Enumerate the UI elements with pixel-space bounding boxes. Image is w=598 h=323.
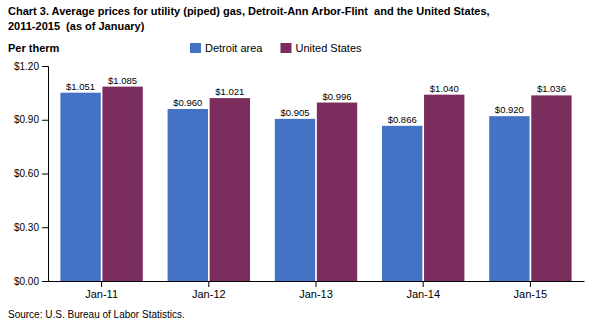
data-labels: $1.051 $0.960 $0.905 $0.866 $0.920 $1.085 $1.0… — [66, 75, 566, 125]
x-axis: Jan-11 Jan-12 Jan-13 Jan-14 Jan-15 — [49, 281, 585, 300]
data-label: $1.051 — [66, 81, 95, 92]
legend-entry: Detroit area — [205, 42, 263, 54]
x-tick-mark — [316, 281, 317, 287]
bar — [275, 119, 315, 281]
y-tick-label: $0.30 — [14, 222, 39, 233]
annotation: Source: U.S. Bureau of Labor Statistics. — [8, 309, 185, 320]
y-tick: $1.20 — [14, 61, 48, 72]
x-tick: Jan-13 — [299, 281, 333, 300]
x-tick-label: Jan-11 — [85, 288, 118, 300]
y-tick-label: $0.60 — [14, 168, 39, 179]
x-tick: Jan-15 — [514, 281, 548, 300]
y-tick: $0.90 — [14, 114, 48, 125]
y-axis-label: Per therm — [8, 42, 60, 54]
y-tick: $0.60 — [14, 168, 48, 179]
bars — [60, 87, 571, 281]
legend-swatch — [190, 43, 201, 53]
x-tick: Jan-12 — [192, 281, 226, 300]
legend: Detroit area United States — [190, 42, 362, 54]
bar — [168, 109, 208, 281]
x-tick-label: Jan-14 — [406, 288, 440, 300]
data-label: $1.036 — [537, 83, 566, 94]
series-bars — [102, 87, 571, 281]
data-label: $0.905 — [280, 107, 309, 118]
data-label: $0.920 — [495, 104, 524, 115]
data-label: $1.040 — [430, 83, 459, 94]
bar — [531, 95, 571, 281]
y-tick-mark — [42, 120, 48, 121]
bar — [60, 93, 100, 281]
x-tick: Jan-14 — [406, 281, 440, 300]
y-axis: $0.00 $0.30 $0.60 $0.90 $1.20 — [14, 61, 49, 287]
bar — [382, 126, 422, 281]
bar — [424, 95, 464, 281]
x-tick-mark — [423, 281, 424, 287]
bar — [210, 98, 250, 281]
data-label: $1.085 — [108, 75, 137, 86]
y-axis-line — [42, 67, 49, 282]
x-tick-mark — [530, 281, 531, 287]
legend-swatch — [280, 43, 291, 53]
bar — [489, 116, 529, 281]
y-tick-label: $0.90 — [14, 114, 39, 125]
subtitle: 2011-2015 (as of January) — [8, 20, 145, 32]
y-tick-mark — [42, 174, 48, 175]
y-tick-mark — [42, 281, 48, 282]
y-tick-label: $1.20 — [14, 61, 39, 72]
data-label: $0.996 — [322, 91, 351, 102]
y-tick-label: $0.00 — [14, 276, 39, 287]
data-label: $0.960 — [173, 97, 202, 108]
y-tick-mark — [42, 227, 48, 228]
legend-entry: United States — [295, 42, 362, 54]
x-tick-mark — [101, 281, 102, 287]
x-tick-mark — [208, 281, 209, 287]
y-tick: $0.30 — [14, 222, 48, 233]
bar — [102, 87, 142, 281]
chart: Chart 3. Average prices for utility (pip… — [0, 0, 598, 323]
bar — [317, 103, 357, 281]
x-tick-label: Jan-13 — [299, 288, 333, 300]
y-tick: $0.00 — [14, 276, 48, 287]
x-tick: Jan-11 — [85, 281, 118, 300]
data-label: $1.021 — [215, 86, 244, 97]
y-tick-mark — [42, 66, 48, 67]
x-tick-label: Jan-12 — [192, 288, 226, 300]
title: Chart 3. Average prices for utility (pip… — [8, 5, 490, 17]
x-tick-label: Jan-15 — [514, 288, 548, 300]
data-label: $0.866 — [388, 114, 417, 125]
